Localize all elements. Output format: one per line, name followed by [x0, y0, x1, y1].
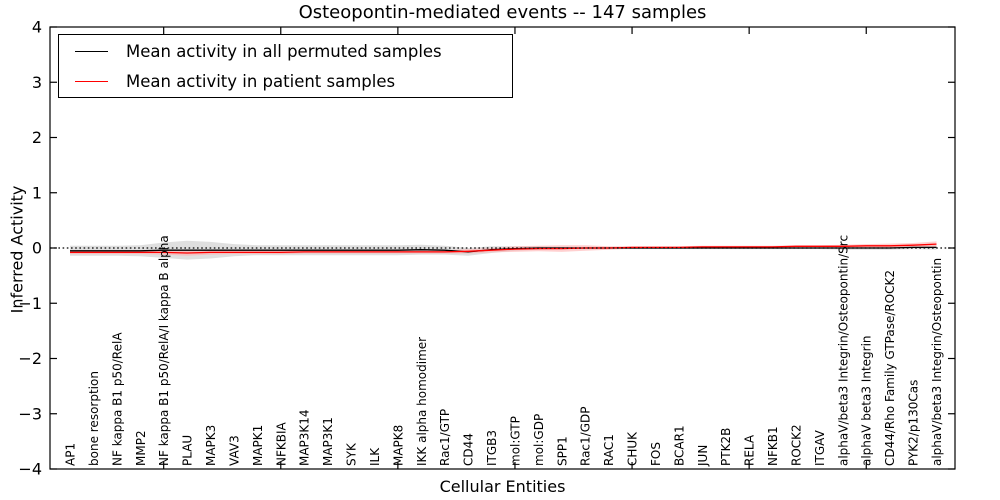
legend: Mean activity in all permuted samples Me…: [58, 34, 513, 98]
entity-label: alphaV beta3 Integrin: [860, 335, 874, 466]
entity-label: SYK: [345, 442, 359, 466]
entity-label: mol:GDP: [532, 414, 546, 466]
entity-label: ITGB3: [485, 430, 499, 466]
entity-label: PYK2/p130Cas: [907, 380, 921, 466]
entity-label: MAP3K14: [298, 409, 312, 466]
entity-label: ROCK2: [790, 424, 804, 466]
y-tick-label: 0: [32, 239, 42, 258]
entity-label: MAPK1: [251, 425, 265, 466]
y-tick-label: 2: [32, 128, 42, 147]
chart-title: Osteopontin-mediated events -- 147 sampl…: [298, 2, 707, 23]
entity-label: bone resorption: [87, 371, 101, 466]
entity-label: mol:GTP: [509, 416, 523, 466]
entity-label: ITGAV: [813, 429, 827, 466]
entity-label: NFKB1: [766, 426, 780, 466]
entity-label: CD44/Rho Family GTPase/ROCK2: [883, 270, 897, 466]
y-tick-label: 3: [32, 73, 42, 92]
y-tick-label: 1: [32, 183, 42, 202]
x-axis-label: Cellular Entities: [439, 477, 566, 496]
legend-entry-permuted: Mean activity in all permuted samples: [59, 37, 512, 65]
y-tick-label: −3: [18, 404, 42, 423]
entity-label: MAPK8: [391, 425, 405, 466]
entity-label: CHUK: [626, 431, 640, 466]
entity-label: ILK: [368, 447, 382, 466]
y-tick-label: −1: [18, 294, 42, 313]
legend-entry-patient: Mean activity in patient samples: [59, 67, 512, 95]
entity-label: PTK2B: [719, 428, 733, 466]
x-axis-ticks: [163, 27, 867, 469]
entity-label: Rac1/GTP: [438, 409, 452, 466]
entity-label: JUN: [696, 445, 710, 467]
entity-label: VAV3: [227, 435, 241, 466]
entity-label: MAPK3: [204, 425, 218, 466]
legend-label-patient: Mean activity in patient samples: [126, 71, 396, 91]
entity-label: IKK alpha homodimer: [415, 337, 429, 466]
mean-line-series-1: [70, 243, 937, 254]
entity-label: alphaV/beta3 Integrin/Osteopontin: [930, 258, 944, 466]
y-tick-label: −2: [18, 349, 42, 368]
entity-label: PLAU: [181, 435, 195, 466]
entity-label: MMP2: [134, 430, 148, 466]
entity-label: CD44: [462, 433, 476, 466]
entity-label: RAC1: [602, 434, 616, 466]
y-tick-label: −4: [18, 460, 42, 479]
entity-label: NF kappa B1 p50/RelA: [110, 332, 124, 466]
entity-label: Rac1/GDP: [579, 407, 593, 466]
entity-label: NF kappa B1 p50/RelA/I kappa B alpha: [157, 235, 171, 466]
entity-label: AP1: [64, 443, 78, 466]
entity-label: MAP3K1: [321, 417, 335, 466]
y-tick-label: 4: [32, 18, 42, 37]
entity-label: BCAR1: [672, 425, 686, 466]
permuted-line-swatch: [75, 50, 108, 52]
entity-labels: AP1 bone resorption NF kappa B1 p50/RelA MM…: [64, 235, 945, 467]
entity-label: FOS: [649, 442, 663, 466]
patient-line-swatch: [75, 80, 108, 82]
y-axis-ticks: 4 3 2 1 0 −1 −2 −3 −4: [18, 18, 955, 479]
entity-label: alphaV/beta3 Integrin/Osteopontin/Src: [836, 235, 850, 466]
legend-label-permuted: Mean activity in all permuted samples: [126, 41, 442, 61]
entity-label: RELA: [743, 434, 757, 466]
entity-label: SPP1: [555, 436, 569, 466]
entity-label: NFKBIA: [274, 421, 288, 466]
